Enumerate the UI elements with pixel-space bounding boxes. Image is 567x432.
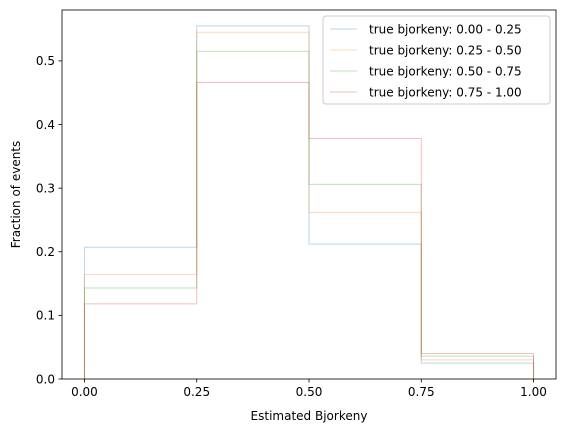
- series-2-step: [83, 50, 535, 379]
- series-1-step: [83, 31, 535, 379]
- x-tick-label: 0.50: [296, 385, 323, 399]
- x-tick-label: 0.00: [71, 385, 98, 399]
- series-layer: [83, 25, 535, 379]
- x-tick-label: 1.00: [520, 385, 547, 399]
- x-tick-label: 0.25: [183, 385, 210, 399]
- series-0-step: [83, 25, 535, 379]
- legend-label-2: true bjorkeny: 0.50 - 0.75: [369, 64, 522, 78]
- legend-label-3: true bjorkeny: 0.75 - 1.00: [369, 85, 522, 99]
- legend-label-1: true bjorkeny: 0.25 - 0.50: [369, 43, 522, 57]
- legend-label-0: true bjorkeny: 0.00 - 0.25: [369, 22, 522, 36]
- y-tick-label: 0.5: [36, 54, 55, 68]
- y-tick-label: 0.1: [36, 309, 55, 323]
- y-tick-label: 0.2: [36, 245, 55, 259]
- series-3-step: [83, 82, 535, 379]
- x-axis-ticks: 0.00 0.25 0.50 0.75 1.00: [71, 379, 547, 399]
- y-tick-label: 0.4: [36, 118, 55, 132]
- legend: true bjorkeny: 0.00 - 0.25 true bjorkeny:…: [322, 15, 551, 105]
- y-axis-ticks: 0.0 0.1 0.2 0.3 0.4 0.5: [36, 54, 62, 386]
- y-axis-label: Fraction of events: [9, 141, 23, 249]
- legend-entries: true bjorkeny: 0.00 - 0.25 true bjorkeny:…: [330, 22, 522, 99]
- y-tick-label: 0.0: [36, 372, 55, 386]
- legend-frame: [322, 15, 551, 105]
- x-axis-label: Estimated Bjorkeny: [251, 409, 368, 423]
- y-tick-label: 0.3: [36, 181, 55, 195]
- x-tick-label: 0.75: [408, 385, 435, 399]
